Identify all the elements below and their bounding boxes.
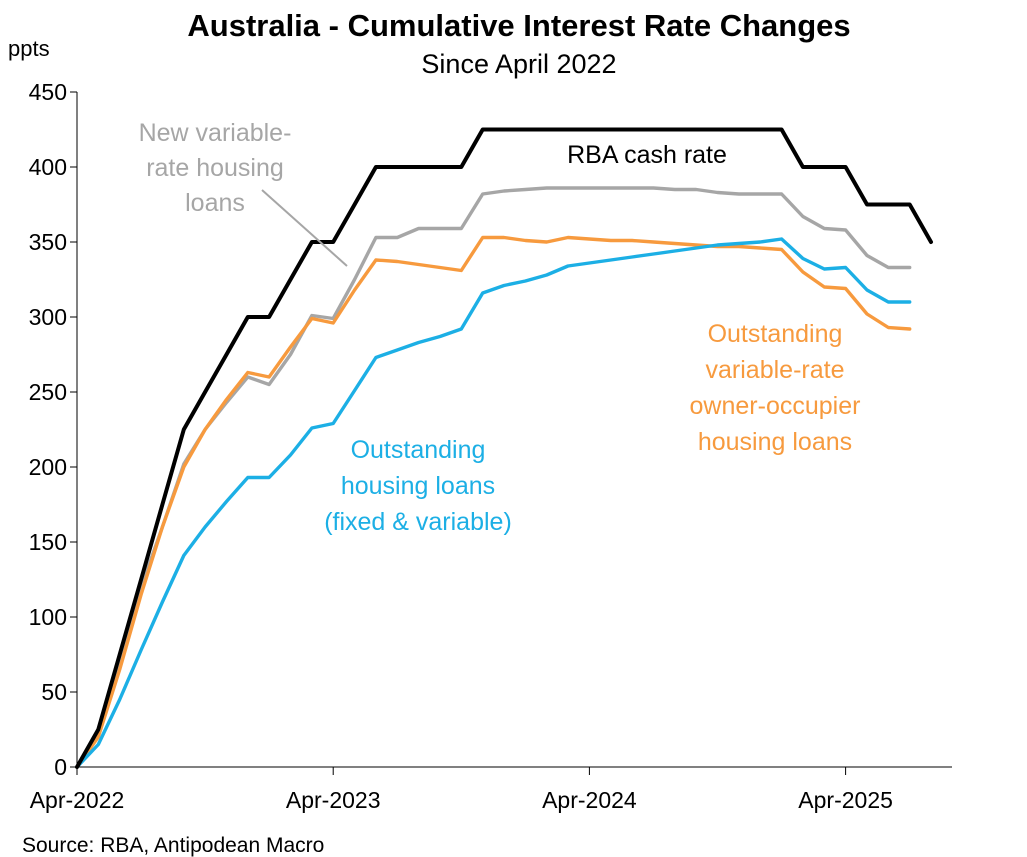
chart-title: Australia - Cumulative Interest Rate Cha… (187, 8, 850, 43)
y-tick-label: 50 (41, 679, 67, 705)
y-axis-unit-label: ppts (8, 36, 50, 61)
series-annotation-label: Outstanding (708, 320, 843, 348)
series-annotation-label: Outstanding (351, 436, 486, 464)
x-tick-label: Apr-2022 (30, 787, 125, 813)
x-tick-label: Apr-2024 (542, 787, 637, 813)
y-tick-label: 0 (54, 754, 67, 780)
series-annotation-label: housing loans (341, 472, 495, 500)
source-note: Source: RBA, Antipodean Macro (22, 834, 324, 857)
series-annotations: RBA cash rate New variable-rate housing lo… (139, 119, 861, 536)
x-axis: Apr-2022 Apr-2023 Apr-2024 Apr-2025 (30, 766, 952, 813)
series-lines (75, 127, 933, 769)
chart-subtitle: Since April 2022 (421, 49, 616, 79)
series-annotation-label: RBA cash rate (567, 141, 727, 169)
y-tick-label: 400 (29, 154, 67, 180)
series-line-3 (75, 237, 912, 769)
x-tick-label: Apr-2025 (798, 787, 893, 813)
series-annotation-label: housing loans (698, 428, 852, 456)
y-tick-label: 350 (29, 229, 67, 255)
series-annotation-label: variable-rate (706, 356, 845, 384)
series-line-0 (75, 127, 933, 769)
series-annotation-label: (fixed & variable) (324, 508, 512, 536)
y-tick-label: 250 (29, 379, 67, 405)
series-line-2 (75, 235, 912, 769)
y-axis: 0 50 100 150 200 250 300 350 400 450 (29, 79, 78, 780)
y-tick-label: 200 (29, 454, 67, 480)
series-annotation-label: owner-occupier (690, 392, 861, 420)
annotation-leader-line (261, 189, 348, 267)
y-tick-label: 300 (29, 304, 67, 330)
series-annotation-label: New variable- (139, 119, 292, 147)
y-tick-label: 100 (29, 604, 67, 630)
y-tick-label: 450 (29, 79, 67, 105)
series-annotation-label: rate housing (146, 154, 284, 182)
series-annotation-label: loans (185, 189, 245, 217)
x-tick-label: Apr-2023 (286, 787, 381, 813)
y-tick-label: 150 (29, 529, 67, 555)
